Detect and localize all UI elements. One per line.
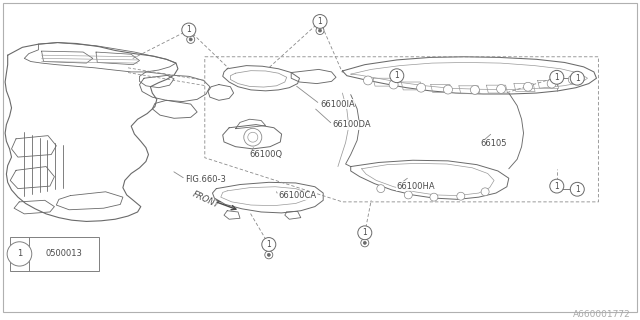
Circle shape xyxy=(358,226,372,240)
Circle shape xyxy=(361,239,369,247)
Circle shape xyxy=(262,237,276,252)
Circle shape xyxy=(316,27,324,35)
Circle shape xyxy=(573,185,581,193)
Circle shape xyxy=(389,80,398,89)
Circle shape xyxy=(481,188,489,196)
Text: 1: 1 xyxy=(554,182,559,191)
Text: FIG.660-3: FIG.660-3 xyxy=(186,175,227,184)
Circle shape xyxy=(570,182,584,196)
Text: 0500013: 0500013 xyxy=(45,249,83,259)
Circle shape xyxy=(319,29,321,32)
Circle shape xyxy=(404,191,412,199)
Circle shape xyxy=(550,179,564,193)
Circle shape xyxy=(430,193,438,201)
Circle shape xyxy=(364,241,366,244)
Text: 66100DA: 66100DA xyxy=(333,120,371,129)
Circle shape xyxy=(573,74,581,82)
Text: 1: 1 xyxy=(317,17,323,26)
Circle shape xyxy=(364,76,372,85)
Circle shape xyxy=(570,71,584,85)
Circle shape xyxy=(417,83,426,92)
Text: 1: 1 xyxy=(394,71,399,80)
Circle shape xyxy=(547,79,556,88)
Text: 66100IA: 66100IA xyxy=(320,100,355,108)
Circle shape xyxy=(568,75,577,84)
Circle shape xyxy=(390,69,404,83)
Text: 1: 1 xyxy=(362,228,367,237)
Text: 66105: 66105 xyxy=(480,139,506,148)
Circle shape xyxy=(470,85,479,94)
Circle shape xyxy=(182,23,196,37)
Text: 66100CA: 66100CA xyxy=(278,191,317,200)
Text: A660001772: A660001772 xyxy=(573,310,630,319)
Circle shape xyxy=(248,132,258,142)
Text: 1: 1 xyxy=(554,73,559,82)
Circle shape xyxy=(187,36,195,44)
FancyBboxPatch shape xyxy=(10,236,99,271)
Circle shape xyxy=(244,128,262,146)
Circle shape xyxy=(524,82,532,91)
Text: 1: 1 xyxy=(575,185,580,194)
Circle shape xyxy=(7,242,32,266)
Circle shape xyxy=(268,253,270,256)
Text: 1: 1 xyxy=(575,74,580,83)
Circle shape xyxy=(265,251,273,259)
Text: 1: 1 xyxy=(17,249,22,259)
Circle shape xyxy=(457,192,465,200)
Circle shape xyxy=(576,188,579,191)
Text: FRONT: FRONT xyxy=(191,189,221,210)
Circle shape xyxy=(576,77,579,80)
Text: 1: 1 xyxy=(266,240,271,249)
Text: 66100Q: 66100Q xyxy=(250,150,283,159)
Circle shape xyxy=(444,85,452,94)
Circle shape xyxy=(550,70,564,84)
Circle shape xyxy=(377,185,385,193)
Circle shape xyxy=(189,38,192,41)
Circle shape xyxy=(497,84,506,93)
Circle shape xyxy=(313,14,327,28)
Text: 1: 1 xyxy=(186,26,191,35)
Text: 66100HA: 66100HA xyxy=(397,182,435,191)
